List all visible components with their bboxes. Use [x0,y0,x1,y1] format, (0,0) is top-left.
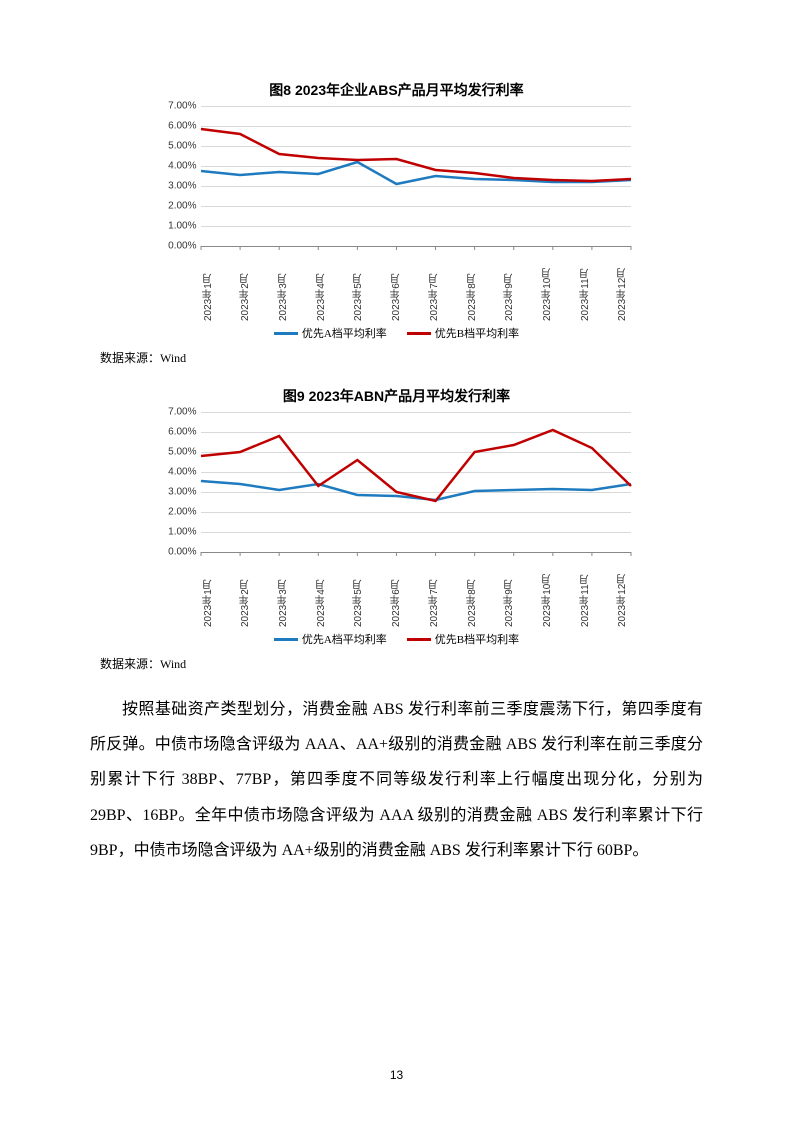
chart-y-tick-label: 4.00% [153,161,197,172]
chart-y-tick-label: 1.00% [153,527,197,538]
chart-y-tick-label: 2.00% [153,507,197,518]
legend-swatch [274,638,298,641]
chart-x-tick-label: 2023年9月 [502,557,517,627]
chart2-data-source: 数据来源：Wind [100,655,703,672]
chart-x-tick-label: 2023年5月 [351,251,366,321]
chart-x-tick-label: 2023年3月 [276,251,291,321]
chart-x-tick-label: 2023年8月 [465,557,480,627]
chart-x-tick-label: 2023年6月 [389,557,404,627]
chart-y-tick-label: 5.00% [153,447,197,458]
chart1-legend: 优先A档平均利率 优先B档平均利率 [157,325,637,341]
chart2-x-labels: 2023年1月 2023年2月 2023年3月 2023年4月 2023年5月 2023年… [201,553,631,627]
chart-x-tick-label: 2023年7月 [427,251,442,321]
chart-legend-item: 优先B档平均利率 [407,631,519,647]
chart-x-tick-label: 2023年12月 [615,251,630,321]
body-text: 按照基础资产类型划分，消费金融 ABS 发行利率前三季度震荡下行，第四季度有所反… [90,692,703,868]
chart1-title: 图8 2023年企业ABS产品月平均发行利率 [90,80,703,100]
chart-y-tick-label: 7.00% [153,407,197,418]
chart-x-tick-label: 2023年10月 [540,251,555,321]
chart-x-tick-label: 2023年4月 [314,557,329,627]
chart-y-tick-label: 2.00% [153,201,197,212]
chart2: 0.00%1.00%2.00%3.00%4.00%5.00%6.00%7.00%… [157,412,637,647]
chart-y-tick-label: 1.00% [153,221,197,232]
chart-x-tick-label: 2023年10月 [540,557,555,627]
legend-label: 优先A档平均利率 [302,325,387,341]
document-page: 图8 2023年企业ABS产品月平均发行利率 0.00%1.00%2.00%3.… [0,0,793,908]
chart2-title: 图9 2023年ABN产品月平均发行利率 [90,386,703,406]
chart-legend-item: 优先B档平均利率 [407,325,519,341]
chart-y-tick-label: 3.00% [153,181,197,192]
chart-y-tick-label: 6.00% [153,121,197,132]
chart-x-tick-label: 2023年7月 [427,557,442,627]
legend-swatch [274,332,298,335]
chart-x-tick-label: 2023年6月 [389,251,404,321]
chart-x-tick-label: 2023年3月 [276,557,291,627]
legend-swatch [407,638,431,641]
chart-y-tick-label: 0.00% [153,241,197,252]
chart-x-tick-label: 2023年9月 [502,251,517,321]
chart-y-tick-label: 4.00% [153,467,197,478]
legend-swatch [407,332,431,335]
chart-x-tick-label: 2023年11月 [578,251,593,321]
chart-x-tick-label: 2023年2月 [238,251,253,321]
chart1-plot: 0.00%1.00%2.00%3.00%4.00%5.00%6.00%7.00% [201,106,631,247]
chart1: 0.00%1.00%2.00%3.00%4.00%5.00%6.00%7.00%… [157,106,637,341]
chart-y-tick-label: 0.00% [153,547,197,558]
chart-x-tick-label: 2023年4月 [314,251,329,321]
chart-legend-item: 优先A档平均利率 [274,631,387,647]
chart1-x-labels: 2023年1月 2023年2月 2023年3月 2023年4月 2023年5月 2023年… [201,247,631,321]
chart-y-tick-label: 6.00% [153,427,197,438]
body-paragraph: 按照基础资产类型划分，消费金融 ABS 发行利率前三季度震荡下行，第四季度有所反… [90,692,703,868]
chart-svg [201,106,631,246]
legend-label: 优先A档平均利率 [302,631,387,647]
chart-x-tick-label: 2023年1月 [201,251,216,321]
chart-y-tick-label: 5.00% [153,141,197,152]
chart-x-tick-label: 2023年2月 [238,557,253,627]
chart-x-tick-label: 2023年12月 [615,557,630,627]
chart-y-tick-label: 3.00% [153,487,197,498]
chart-x-tick-label: 2023年8月 [465,251,480,321]
chart2-legend: 优先A档平均利率 优先B档平均利率 [157,631,637,647]
chart-x-tick-label: 2023年1月 [201,557,216,627]
legend-label: 优先B档平均利率 [435,325,519,341]
chart2-plot: 0.00%1.00%2.00%3.00%4.00%5.00%6.00%7.00% [201,412,631,553]
page-number: 13 [0,1068,793,1082]
chart-y-tick-label: 7.00% [153,101,197,112]
chart-legend-item: 优先A档平均利率 [274,325,387,341]
chart-x-tick-label: 2023年11月 [578,557,593,627]
chart-svg [201,412,631,552]
chart1-data-source: 数据来源：Wind [100,349,703,366]
chart-x-tick-label: 2023年5月 [351,557,366,627]
legend-label: 优先B档平均利率 [435,631,519,647]
